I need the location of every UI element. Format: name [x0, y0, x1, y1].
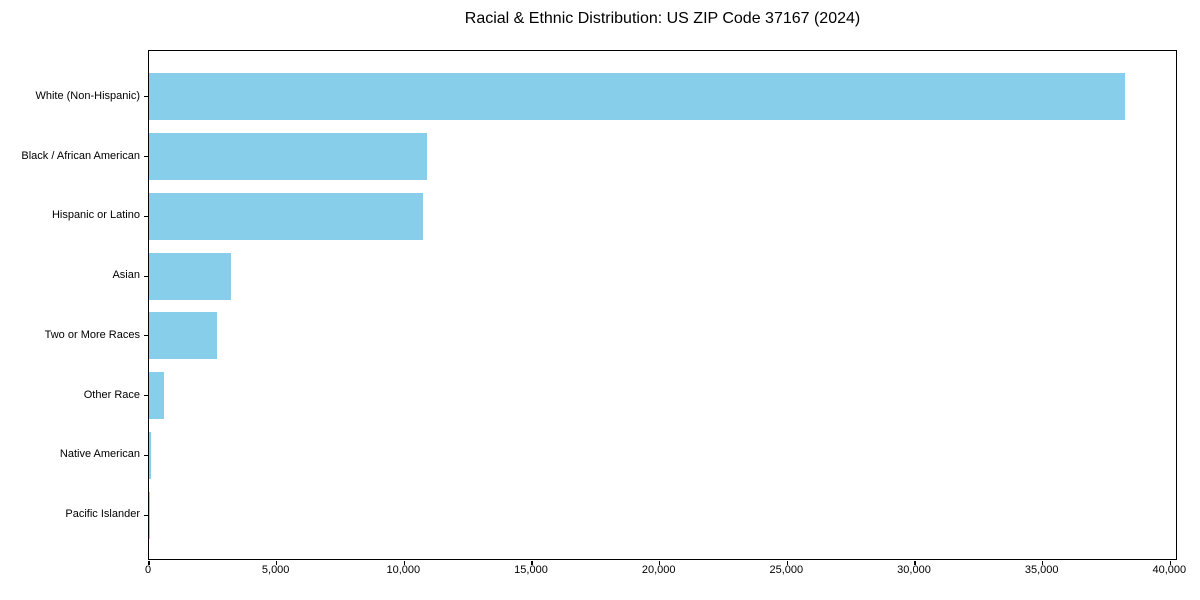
y-axis-label: Other Race — [83, 388, 140, 401]
x-axis-label: 0 — [144, 564, 152, 576]
y-axis-tick — [144, 215, 148, 217]
y-axis-tick — [144, 395, 148, 397]
y-axis-label: Black / African American — [21, 149, 140, 162]
x-axis-tick — [276, 560, 278, 565]
y-axis-label: White (Non-Hispanic) — [35, 89, 140, 102]
x-axis-tick — [786, 560, 788, 565]
x-axis-label: 35,000 — [1024, 564, 1059, 576]
bar — [149, 73, 1126, 121]
chart-title: Racial & Ethnic Distribution: US ZIP Cod… — [464, 10, 861, 27]
bar — [149, 431, 152, 479]
x-axis-tick — [531, 560, 533, 565]
y-axis-label: Asian — [112, 269, 140, 282]
y-axis-tick — [144, 96, 148, 98]
y-axis-tick — [144, 275, 148, 277]
x-axis-label: 20,000 — [641, 564, 676, 576]
bar — [149, 133, 427, 181]
y-axis-tick — [144, 156, 148, 158]
y-axis-label: Two or More Races — [44, 328, 140, 341]
y-axis-label: Pacific Islander — [65, 508, 140, 521]
plot-area — [144, 50, 1177, 565]
x-axis-label: 5,000 — [261, 564, 290, 576]
x-axis-tick — [1042, 560, 1044, 565]
x-axis-tick — [914, 560, 916, 565]
bar — [149, 192, 423, 240]
bar — [149, 252, 231, 300]
y-axis-tick — [144, 454, 148, 456]
x-axis-label: 30,000 — [897, 564, 931, 576]
x-axis-label: 25,000 — [769, 564, 804, 576]
x-axis-tick — [148, 560, 150, 565]
x-axis-label: 40,000 — [1152, 564, 1187, 576]
bar — [149, 491, 150, 539]
y-axis-label: Hispanic or Latino — [51, 209, 140, 222]
x-axis-label: 10,000 — [386, 564, 421, 576]
x-axis-tick — [403, 560, 405, 565]
x-axis-tick — [1169, 560, 1171, 565]
y-axis-tick — [144, 335, 148, 337]
bar — [149, 372, 164, 420]
x-axis-label: 15,000 — [514, 564, 548, 576]
bar — [149, 312, 217, 360]
y-axis-label: Native American — [59, 448, 140, 461]
x-axis-tick — [659, 560, 661, 565]
y-axis-tick — [144, 514, 148, 516]
